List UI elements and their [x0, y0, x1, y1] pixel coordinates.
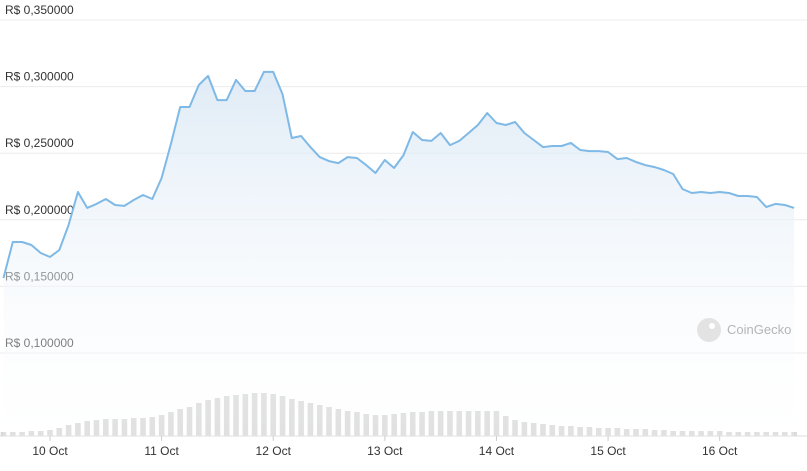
price-line	[2, 70, 795, 279]
watermark-logo-eye	[709, 323, 715, 329]
x-tick-label: 15 Oct	[590, 444, 626, 458]
x-tick-label: 11 Oct	[144, 444, 179, 458]
x-tick-label: 10 Oct	[32, 444, 68, 458]
x-tick-label: 12 Oct	[256, 444, 292, 458]
x-tick-label: 13 Oct	[367, 444, 403, 458]
watermark: CoinGecko	[697, 318, 791, 342]
area	[3, 71, 795, 437]
y-tick-label: R$ 0,250000	[5, 136, 74, 150]
y-tick-label: R$ 0,300000	[5, 70, 74, 84]
x-tick-label: 14 Oct	[479, 444, 515, 458]
x-tick-label: 16 Oct	[702, 444, 738, 458]
watermark-logo	[697, 318, 721, 342]
y-tick-label: R$ 0,200000	[5, 203, 74, 217]
y-tick-label: R$ 0,350000	[5, 3, 74, 17]
volume-bar	[0, 432, 7, 436]
watermark-text: CoinGecko	[727, 322, 791, 337]
